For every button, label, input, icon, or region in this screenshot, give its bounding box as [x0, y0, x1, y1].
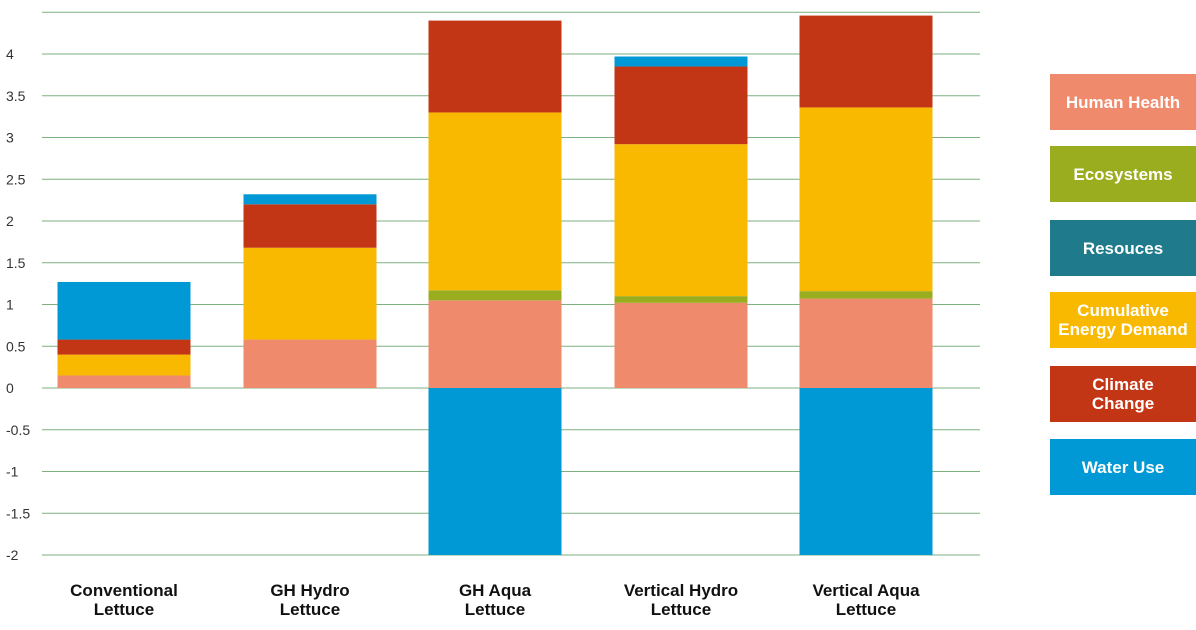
- y-tick-label: 4: [6, 46, 14, 62]
- bar-segment: [428, 20, 562, 113]
- bar-segment: [799, 107, 933, 292]
- bar-segment: [57, 375, 191, 388]
- y-tick-label: -0.5: [6, 422, 30, 438]
- bar-segment: [799, 298, 933, 388]
- bar-segment: [428, 300, 562, 388]
- chart-plot: -2 -1.5 -1 -0.5 0 0.5 1 1.5 2 2.5 3 3.5 4 Convention…: [6, 11, 980, 619]
- legend-item: Climate Change: [1050, 366, 1196, 422]
- bar-segment: [614, 56, 748, 67]
- bar-segment: [57, 354, 191, 376]
- bar-segment: [428, 112, 562, 291]
- bar-segment: [799, 388, 933, 555]
- x-tick-label: Conventional Lettuce: [70, 581, 178, 619]
- bar-segment: [243, 204, 377, 248]
- bar-segment: [614, 302, 748, 388]
- y-tick-label: 0: [6, 380, 14, 396]
- y-tick-label: 3.5: [6, 88, 26, 104]
- legend-item: Resouces: [1050, 220, 1196, 276]
- bar-segment: [614, 296, 748, 303]
- y-axis-ticks: -2 -1.5 -1 -0.5 0 0.5 1 1.5 2 2.5 3 3.5 4: [6, 46, 30, 563]
- y-tick-label: 1.5: [6, 255, 26, 271]
- bar-segment: [799, 15, 933, 108]
- legend-item: Water Use: [1050, 439, 1196, 495]
- bars: [57, 15, 933, 555]
- legend-item: Cumulative Energy Demand: [1050, 292, 1196, 348]
- x-tick-label: GH Hydro Lettuce: [270, 581, 349, 619]
- x-tick-label: GH Aqua Lettuce: [459, 581, 532, 619]
- legend-item: Human Health: [1050, 74, 1196, 130]
- x-axis-labels: Conventional Lettuce GH Hydro Lettuce GH Aqu…: [70, 581, 920, 619]
- bar-segment: [428, 388, 562, 555]
- bar-segment: [614, 144, 748, 297]
- x-tick-label: Vertical Aqua Lettuce: [812, 581, 920, 619]
- bar-segment: [614, 66, 748, 145]
- y-tick-label: 1: [6, 297, 14, 313]
- y-tick-label: 2.5: [6, 171, 26, 187]
- legend-item: Ecosystems: [1050, 146, 1196, 202]
- bar-segment: [243, 339, 377, 388]
- bar-segment: [799, 291, 933, 299]
- bar-segment: [57, 339, 191, 355]
- y-tick-label: 0.5: [6, 338, 26, 354]
- y-tick-label: -1.5: [6, 505, 30, 521]
- y-tick-label: 3: [6, 130, 14, 146]
- bar-segment: [243, 247, 377, 340]
- bar-segment: [57, 281, 191, 340]
- x-tick-label: Vertical Hydro Lettuce: [624, 581, 738, 619]
- bar-segment: [243, 194, 377, 205]
- y-tick-label: -1: [6, 464, 19, 480]
- bar-segment: [428, 290, 562, 301]
- y-tick-label: -2: [6, 547, 19, 563]
- y-tick-label: 2: [6, 213, 14, 229]
